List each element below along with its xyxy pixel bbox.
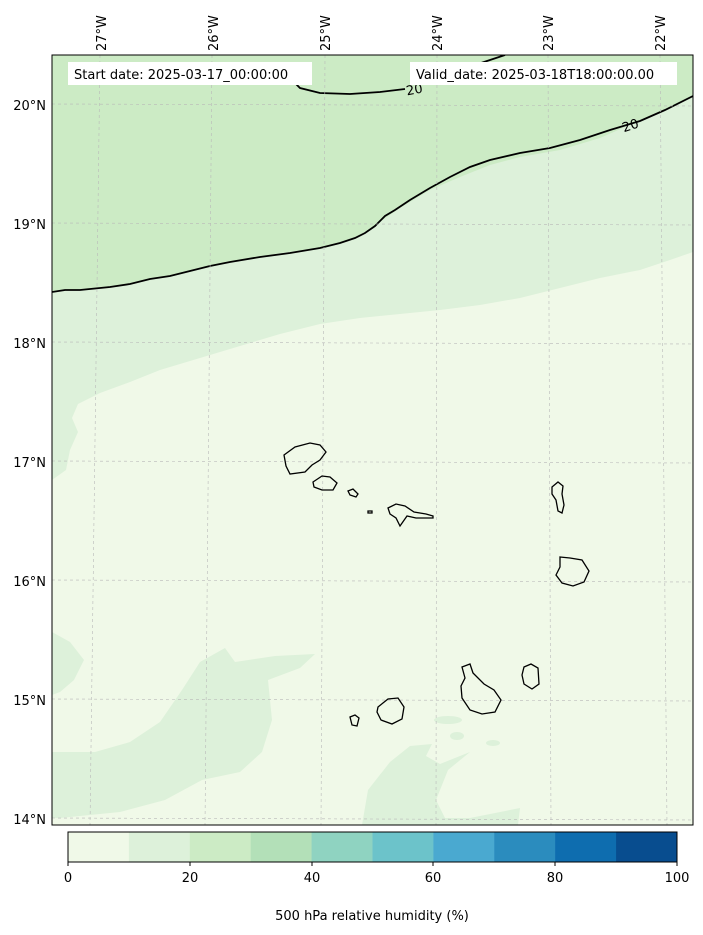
humidity-patch xyxy=(450,732,464,740)
latitude-labels: 20°N 19°N 18°N 17°N 16°N 15°N 14°N xyxy=(13,99,46,828)
lon-label: 22°W xyxy=(654,15,669,51)
lat-label: 17°N xyxy=(13,456,46,471)
lon-label: 25°W xyxy=(319,15,334,51)
island-santa-luzia xyxy=(347,488,359,498)
humidity-fill-10-20-southwest xyxy=(52,632,84,695)
island-sal xyxy=(551,481,565,514)
colorbar-tick-label: 0 xyxy=(64,871,72,886)
colorbar-swatch xyxy=(250,832,313,862)
lon-label: 27°W xyxy=(95,15,110,51)
lon-label: 23°W xyxy=(542,15,557,51)
map-plot-area: 20 20 xyxy=(52,55,693,825)
colorbar-swatches xyxy=(68,832,678,862)
lat-label: 14°N xyxy=(13,813,46,828)
cape-verde-islands xyxy=(283,442,590,727)
lat-label: 18°N xyxy=(13,337,46,352)
island-boa-vista xyxy=(555,556,590,587)
colorbar-ticks xyxy=(67,862,678,866)
colorbar-swatch xyxy=(68,832,130,862)
contour-line-20-main xyxy=(52,95,693,293)
colorbar-tick-label: 60 xyxy=(425,871,442,886)
contour-label: 20 xyxy=(621,117,641,136)
humidity-patch xyxy=(434,716,462,724)
colorbar-tick-label: 80 xyxy=(547,871,564,886)
humidity-patch xyxy=(486,740,500,746)
island-sao-vicente xyxy=(312,475,338,491)
graticule xyxy=(52,55,693,825)
colorbar-tick-label: 40 xyxy=(304,871,321,886)
island-santo-antao xyxy=(283,442,327,475)
humidity-fill-10-20-south xyxy=(52,648,315,818)
colorbar-swatch xyxy=(616,832,678,862)
colorbar: 0 20 40 60 80 100 500 hPa relative humid… xyxy=(64,831,690,924)
start-date-box xyxy=(68,62,312,85)
colorbar-swatch xyxy=(433,832,495,862)
start-date-label: Start date: 2025-03-17_00:00:00 xyxy=(74,68,288,83)
humidity-fill-10-20-south-central xyxy=(362,744,520,825)
colorbar-swatch xyxy=(372,832,434,862)
colorbar-tick-label: 20 xyxy=(182,871,199,886)
colorbar-title: 500 hPa relative humidity (%) xyxy=(275,909,469,924)
colorbar-swatch xyxy=(128,832,191,862)
colorbar-swatch xyxy=(555,832,617,862)
lon-label: 26°W xyxy=(207,15,222,51)
island-sao-nicolau xyxy=(387,503,434,528)
island-fogo xyxy=(376,697,405,725)
humidity-fill-20-30 xyxy=(52,55,693,292)
valid-date-label: Valid_date: 2025-03-18T18:00:00.00 xyxy=(416,68,654,83)
island-branco xyxy=(367,510,373,514)
lat-label: 19°N xyxy=(13,218,46,233)
lat-label: 16°N xyxy=(13,575,46,590)
longitude-labels: 27°W 26°W 25°W 24°W 23°W 22°W xyxy=(95,15,669,51)
colorbar-swatch xyxy=(189,832,252,862)
lat-label: 15°N xyxy=(13,694,46,709)
lon-label: 24°W xyxy=(431,15,446,51)
colorbar-swatch xyxy=(311,832,373,862)
island-santiago xyxy=(460,663,502,715)
colorbar-frame xyxy=(67,831,678,863)
lat-label: 20°N xyxy=(13,99,46,114)
colorbar-swatch xyxy=(494,832,556,862)
contour-label: 20 xyxy=(405,82,424,100)
island-maio xyxy=(521,663,540,690)
island-brava xyxy=(349,714,360,727)
colorbar-tick-label: 100 xyxy=(665,871,690,886)
valid-date-box xyxy=(410,62,677,85)
map-frame xyxy=(51,54,694,826)
